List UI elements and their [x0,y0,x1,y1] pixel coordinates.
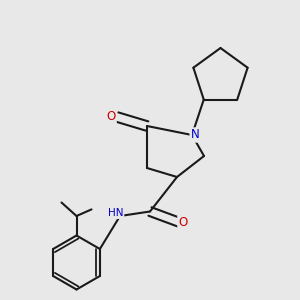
Text: O: O [178,216,188,229]
Text: N: N [190,128,200,142]
Text: O: O [106,110,116,124]
Text: HN: HN [108,208,123,218]
